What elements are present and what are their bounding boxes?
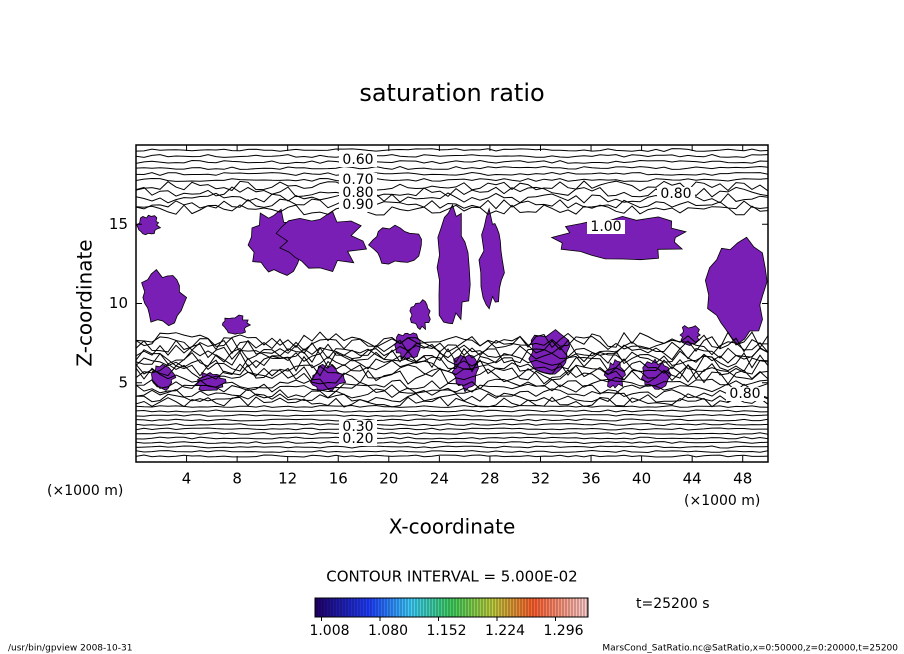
- contour-label: 0.90: [342, 197, 373, 213]
- x-tick-label: 16: [329, 470, 348, 488]
- contour-label: 0.80: [342, 185, 373, 201]
- supersaturated-region: [704, 236, 768, 345]
- supersaturated-region: [550, 215, 687, 261]
- contour-label: 0.60: [342, 152, 373, 168]
- contour-label: 0.70: [342, 172, 373, 188]
- x-tick-label: 24: [430, 470, 449, 488]
- supersaturated-region: [436, 203, 471, 325]
- contour-line: [136, 396, 768, 408]
- colorbar-frame: [314, 597, 589, 618]
- contour-line: [136, 177, 768, 182]
- supersaturated-region: [275, 210, 368, 272]
- contour-line: [136, 367, 768, 385]
- colorbar-stripes: [316, 598, 588, 617]
- x-tick-label: 28: [480, 470, 499, 488]
- contour-line: [136, 148, 768, 153]
- x-tick-label: 12: [278, 470, 297, 488]
- contour-label: 0.80: [660, 186, 691, 202]
- contour-label-bg: [339, 153, 377, 167]
- contour-line: [136, 387, 768, 399]
- contour-label: 0.20: [342, 431, 373, 447]
- contour-label: 1.00: [590, 219, 621, 235]
- x-tick-label: 20: [379, 470, 398, 488]
- contour-line: [136, 331, 768, 349]
- supersaturated-region: [478, 207, 505, 310]
- contour-line: [136, 449, 768, 454]
- contour-line: [136, 392, 768, 403]
- contour-label-bg: [339, 432, 377, 446]
- contour-label-bg: [657, 187, 695, 201]
- colorbar-tick-label: 1.080: [368, 623, 408, 639]
- y-tick-label: 15: [109, 215, 128, 233]
- contour-label-bg: [587, 220, 625, 234]
- x-tick-label: 36: [581, 470, 600, 488]
- x-unit-label: (×1000 m): [684, 493, 760, 509]
- x-unit-label: (×1000 m): [47, 483, 123, 499]
- contour-line: [136, 413, 768, 418]
- contour-line: [136, 159, 768, 165]
- contour-line: [136, 180, 768, 192]
- contour-line: [136, 427, 768, 431]
- y-tick-label: 10: [109, 294, 128, 312]
- supersaturated-region: [679, 325, 701, 346]
- footer-left: /usr/bin/gpview 2008-10-31: [8, 644, 132, 654]
- contour-label-bg: [339, 186, 377, 200]
- contour-label-bg: [339, 420, 377, 434]
- contour-line: [136, 454, 768, 458]
- contour-line: [136, 339, 768, 357]
- y-tick-label: 5: [118, 373, 128, 391]
- colorbar-tick-label: 1.152: [426, 623, 466, 639]
- contour-label: 0.30: [342, 419, 373, 435]
- contour-label: 0.80: [729, 386, 760, 402]
- contour-line: [136, 409, 768, 413]
- time-label: t=25200 s: [636, 596, 710, 612]
- supersaturated-region: [451, 354, 479, 393]
- contour-label-bg: [339, 198, 377, 212]
- contour-label-bg: [339, 173, 377, 187]
- x-tick-label: 4: [182, 470, 192, 488]
- contour-line: [136, 404, 768, 408]
- supersaturated-region: [141, 269, 188, 327]
- x-tick-label: 48: [733, 470, 752, 488]
- supersaturated-region: [221, 314, 252, 335]
- contour-line: [136, 171, 768, 176]
- contour-line: [136, 436, 768, 440]
- contour-line: [136, 204, 768, 216]
- supersaturated-region: [409, 299, 431, 331]
- contour-line: [136, 445, 768, 449]
- contour-interval: CONTOUR INTERVAL = 5.000E-02: [326, 568, 577, 586]
- footer-right: MarsCond_SatRatio.nc@SatRatio,x=0:50000,…: [602, 644, 898, 654]
- contour-line: [136, 165, 768, 170]
- contour-field: [136, 148, 768, 458]
- chart-title: saturation ratio: [359, 79, 544, 107]
- contour-line: [136, 383, 768, 394]
- contour-line: [136, 431, 768, 436]
- contour-line: [136, 422, 768, 427]
- contour-line: [136, 351, 768, 369]
- x-axis-label: X-coordinate: [389, 515, 516, 539]
- x-tick-label: 44: [683, 470, 702, 488]
- x-tick-label: 40: [632, 470, 651, 488]
- supersaturated-region: [368, 224, 422, 265]
- contour-line: [136, 418, 768, 422]
- x-tick-label: 32: [531, 470, 550, 488]
- contour-line: [136, 440, 768, 445]
- colorbar-tick-label: 1.008: [309, 623, 349, 639]
- x-tick-label: 8: [232, 470, 242, 488]
- contour-line: [136, 335, 768, 353]
- contour-line: [136, 153, 768, 158]
- y-axis-label: Z-coordinate: [73, 239, 97, 366]
- colorbar-tick-label: 1.224: [485, 623, 525, 639]
- contour-label-bg: [726, 387, 764, 401]
- contour-line: [136, 378, 768, 390]
- colorbar-tick-label: 1.296: [543, 623, 583, 639]
- supersaturated-region: [136, 214, 162, 236]
